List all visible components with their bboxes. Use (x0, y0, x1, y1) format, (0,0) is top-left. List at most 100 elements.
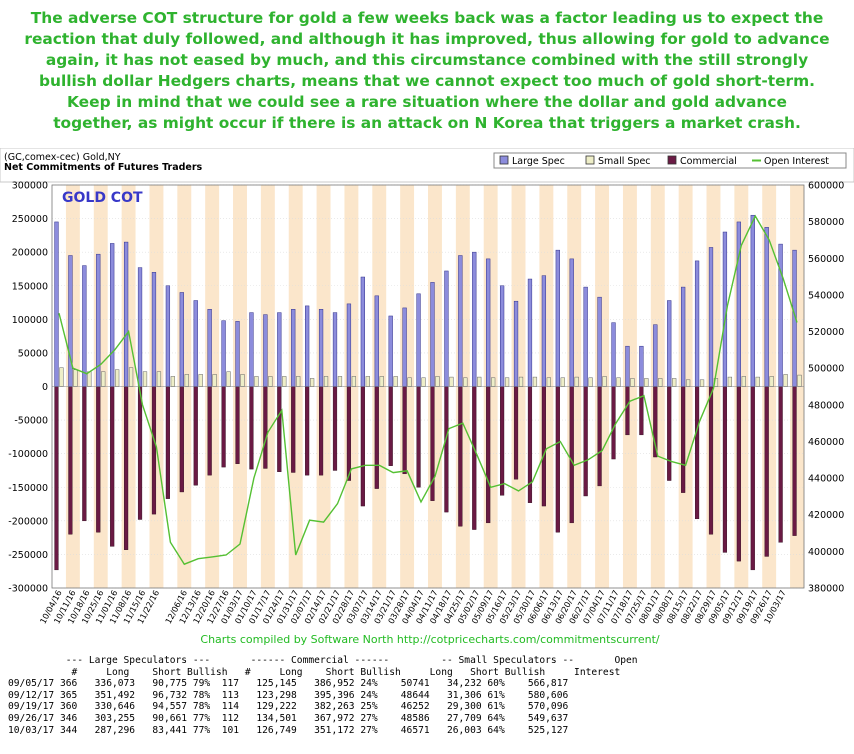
small-spec-bar (337, 376, 343, 387)
commercial-bar (165, 386, 170, 499)
small-spec-bar (783, 374, 788, 387)
large-spec-bar (388, 315, 393, 387)
small-spec-bar (574, 376, 579, 387)
legend-open-interest-label: Open Interest (764, 156, 829, 167)
small-spec-bar (128, 367, 134, 387)
large-spec-bar (374, 295, 379, 387)
right-axis-tick-label: 480000 (808, 400, 844, 411)
large-spec-bar (639, 345, 644, 387)
large-spec-bar (68, 255, 73, 387)
large-spec-bar (82, 265, 87, 387)
commercial-bar (444, 386, 449, 513)
table-row: 09/05/17 366 336,073 90,775 79% 117 125,… (8, 678, 569, 690)
table-row: 09/19/17 360 330,646 94,557 78% 114 129,… (8, 701, 569, 713)
large-spec-bar (221, 320, 226, 387)
large-spec-bar (499, 285, 505, 387)
large-spec-bar (597, 296, 602, 387)
large-spec-bar (346, 303, 352, 387)
large-spec-bar (555, 249, 560, 387)
commercial-bar (416, 386, 421, 488)
small-spec-bar (323, 376, 329, 387)
large-spec-bar (653, 324, 658, 387)
chart-subtitle: Net Commitments of Futures Traders (4, 162, 203, 173)
small-spec-bar (435, 376, 440, 387)
gold-cot-label: GOLD COT (62, 190, 143, 206)
left-axis-tick-label: 200000 (12, 248, 48, 259)
small-spec-bar (365, 376, 370, 387)
legend-small-spec-label: Small Spec (598, 156, 651, 167)
small-spec-bar (630, 378, 635, 387)
large-spec-bar (486, 258, 491, 387)
large-spec-bar (694, 260, 700, 387)
commercial-bar (360, 386, 365, 507)
commercial-bar (221, 386, 226, 468)
large-spec-bar (151, 272, 157, 387)
commercial-bar (332, 386, 338, 471)
large-spec-bar (54, 221, 59, 387)
commercial-bar (291, 386, 296, 473)
large-spec-bar (667, 300, 672, 387)
large-spec-bar (708, 247, 714, 387)
commercial-bar (611, 386, 616, 460)
small-spec-bar (797, 374, 802, 387)
commercial-bar (639, 386, 644, 436)
small-spec-bar (616, 377, 621, 387)
commercial-bar (458, 386, 463, 527)
small-spec-bar (546, 377, 551, 387)
small-spec-bar (240, 374, 245, 387)
large-spec-bar (263, 314, 268, 387)
small-spec-bar (699, 379, 705, 387)
table-row: 09/12/17 365 351,492 96,732 78% 113 123,… (8, 689, 569, 701)
large-spec-bar (625, 345, 630, 387)
table-row: 10/03/17 344 287,296 83,441 77% 101 126,… (8, 724, 569, 736)
small-spec-bar (212, 374, 217, 387)
legend-large-spec-label: Large Spec (512, 156, 565, 167)
right-axis-tick-label: 600000 (808, 181, 844, 192)
commercial-bar (179, 386, 184, 493)
large-spec-bar (277, 312, 282, 387)
commercial-bar (569, 386, 574, 524)
commercial-bar (346, 386, 352, 481)
large-spec-bar (165, 285, 171, 387)
commercial-bar (263, 386, 268, 469)
left-axis-tick-label: -100000 (8, 449, 48, 460)
commercial-bar (597, 386, 602, 487)
large-spec-bar (193, 300, 198, 387)
right-axis-tick-label: 400000 (808, 547, 844, 558)
large-spec-bar (527, 278, 533, 387)
commercial-bar (374, 386, 379, 489)
commercial-bar (708, 386, 714, 535)
commercial-bar (110, 386, 115, 547)
legend-small-spec-swatch (585, 155, 595, 165)
commercial-bar (96, 386, 101, 533)
small-spec-bar (407, 377, 412, 387)
commercial-bar (193, 386, 198, 486)
commercial-bar (318, 386, 324, 476)
small-spec-bar (296, 376, 301, 387)
small-spec-bar (560, 377, 565, 387)
commercial-bar (778, 386, 783, 543)
large-spec-bar (778, 243, 783, 387)
commercial-bar (68, 386, 73, 535)
small-spec-bar (588, 377, 593, 387)
large-spec-bar (123, 241, 129, 387)
small-spec-bar (379, 376, 384, 387)
left-axis-tick-label: -300000 (8, 584, 48, 595)
small-spec-bar (658, 378, 663, 387)
small-spec-bar (532, 376, 538, 387)
large-spec-bar (332, 312, 338, 387)
large-spec-bar (318, 309, 324, 387)
small-spec-bar (421, 377, 426, 387)
large-spec-bar (110, 243, 115, 387)
legend-commercial-swatch (667, 155, 677, 165)
small-spec-bar (73, 369, 78, 387)
small-spec-bar (463, 377, 468, 387)
large-spec-bar (430, 282, 435, 387)
large-spec-bar (207, 309, 212, 387)
large-spec-bar (137, 267, 143, 387)
small-spec-bar (115, 369, 120, 387)
open-interest-line (58, 214, 798, 566)
commercial-bar (486, 386, 491, 524)
small-spec-bar (518, 376, 524, 387)
commercial-bar (305, 386, 310, 476)
